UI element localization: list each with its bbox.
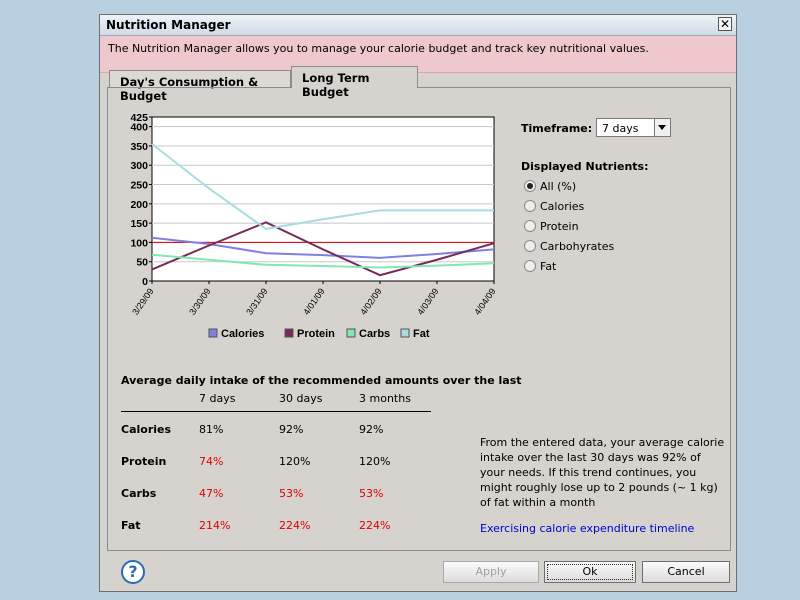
radio-label[interactable]: Fat: [540, 260, 557, 273]
banner-text: The Nutrition Manager allows you to mana…: [108, 42, 649, 55]
intake-value: 53%: [359, 487, 384, 500]
table-divider: [121, 411, 431, 412]
intake-value: 120%: [279, 455, 311, 468]
timeframe-select[interactable]: 7 days: [596, 118, 671, 137]
legend-swatch: [284, 328, 294, 338]
x-tick-label: 4/04/09: [472, 286, 497, 316]
trend-info-text: From the entered data, your average calo…: [480, 436, 725, 509]
tab-panel: [107, 87, 731, 551]
series-line-carbs: [151, 253, 495, 269]
tab-days-consumption[interactable]: Day's Consumption & Budget: [109, 70, 291, 103]
ok-button[interactable]: Ok: [544, 561, 636, 583]
y-tick-label: 100: [130, 237, 148, 249]
intake-value: 120%: [359, 455, 391, 468]
y-tick-label: 0: [142, 276, 148, 288]
help-icon[interactable]: ?: [121, 560, 145, 584]
series-line-calories: [151, 236, 495, 259]
x-tick-label: 3/30/09: [187, 286, 212, 316]
legend-swatch: [346, 328, 356, 338]
tab-long-term-budget[interactable]: Long Term Budget: [291, 66, 418, 99]
intake-value: 53%: [279, 487, 304, 500]
row-label: Carbs: [121, 487, 157, 500]
radio-dot-icon[interactable]: [524, 260, 536, 272]
radio-label[interactable]: Carbohyrates: [540, 240, 615, 253]
legend-swatch: [400, 328, 410, 338]
row-label: Fat: [121, 519, 141, 532]
y-tick-label: 425: [130, 112, 148, 124]
intake-value: 81%: [199, 423, 224, 436]
y-tick-label: 150: [130, 218, 148, 230]
nutrition-manager-dialog: Nutrition Manager ✕ The Nutrition Manage…: [99, 14, 737, 592]
row-label: Calories: [121, 423, 172, 436]
displayed-nutrients-label: Displayed Nutrients:: [521, 160, 649, 173]
radio-label[interactable]: All (%): [540, 180, 577, 193]
dialog-title: Nutrition Manager: [106, 18, 231, 32]
y-tick-label: 400: [130, 122, 148, 134]
radio-dot-icon[interactable]: [524, 180, 536, 192]
radio-dot-icon[interactable]: [524, 240, 536, 252]
y-tick-label: 350: [130, 141, 148, 153]
radio-dot-icon[interactable]: [524, 200, 536, 212]
row-label: Protein: [121, 455, 167, 468]
averages-title: Average daily intake of the recommended …: [121, 374, 522, 387]
y-tick-label: 250: [130, 180, 148, 192]
exercise-timeline-link[interactable]: Exercising calorie expenditure timeline: [480, 522, 695, 535]
title-bar[interactable]: Nutrition Manager ✕: [100, 15, 736, 36]
intake-value: 214%: [199, 519, 231, 532]
chevron-down-icon[interactable]: [654, 119, 670, 136]
column-header: 3 months: [359, 392, 411, 405]
legend-label: Fat: [413, 328, 430, 340]
legend-label: Calories: [221, 328, 264, 340]
y-tick-label: 50: [136, 257, 148, 269]
series-line-protein: [151, 221, 495, 277]
legend-swatch: [208, 328, 218, 338]
x-tick-label: 4/01/09: [301, 286, 326, 316]
close-icon[interactable]: ✕: [718, 17, 732, 31]
intake-value: 224%: [359, 519, 391, 532]
timeframe-label: Timeframe:: [521, 122, 593, 135]
intake-value: 47%: [199, 487, 224, 500]
legend-label: Carbs: [359, 328, 390, 340]
x-tick-label: 3/29/09: [130, 286, 155, 316]
series-line-fat: [151, 143, 494, 230]
radio-label[interactable]: Protein: [540, 220, 579, 233]
y-tick-label: 300: [130, 160, 148, 172]
radio-label[interactable]: Calories: [540, 200, 585, 213]
intake-value: 224%: [279, 519, 311, 532]
intake-value: 74%: [199, 455, 224, 468]
x-tick-label: 3/31/09: [244, 286, 269, 316]
timeframe-value: 7 days: [602, 122, 639, 135]
plot-area: [151, 116, 495, 282]
intake-value: 92%: [359, 423, 384, 436]
cancel-button[interactable]: Cancel: [642, 561, 730, 583]
intake-value: 92%: [279, 423, 304, 436]
apply-button[interactable]: Apply: [443, 561, 539, 583]
info-banner: The Nutrition Manager allows you to mana…: [100, 36, 736, 73]
x-tick-label: 4/02/09: [358, 286, 383, 316]
y-tick-label: 200: [130, 199, 148, 211]
column-header: 30 days: [279, 392, 323, 405]
radio-dot-icon[interactable]: [524, 220, 536, 232]
legend-label: Protein: [297, 328, 335, 340]
column-header: 7 days: [199, 392, 236, 405]
x-tick-label: 4/03/09: [415, 286, 440, 316]
